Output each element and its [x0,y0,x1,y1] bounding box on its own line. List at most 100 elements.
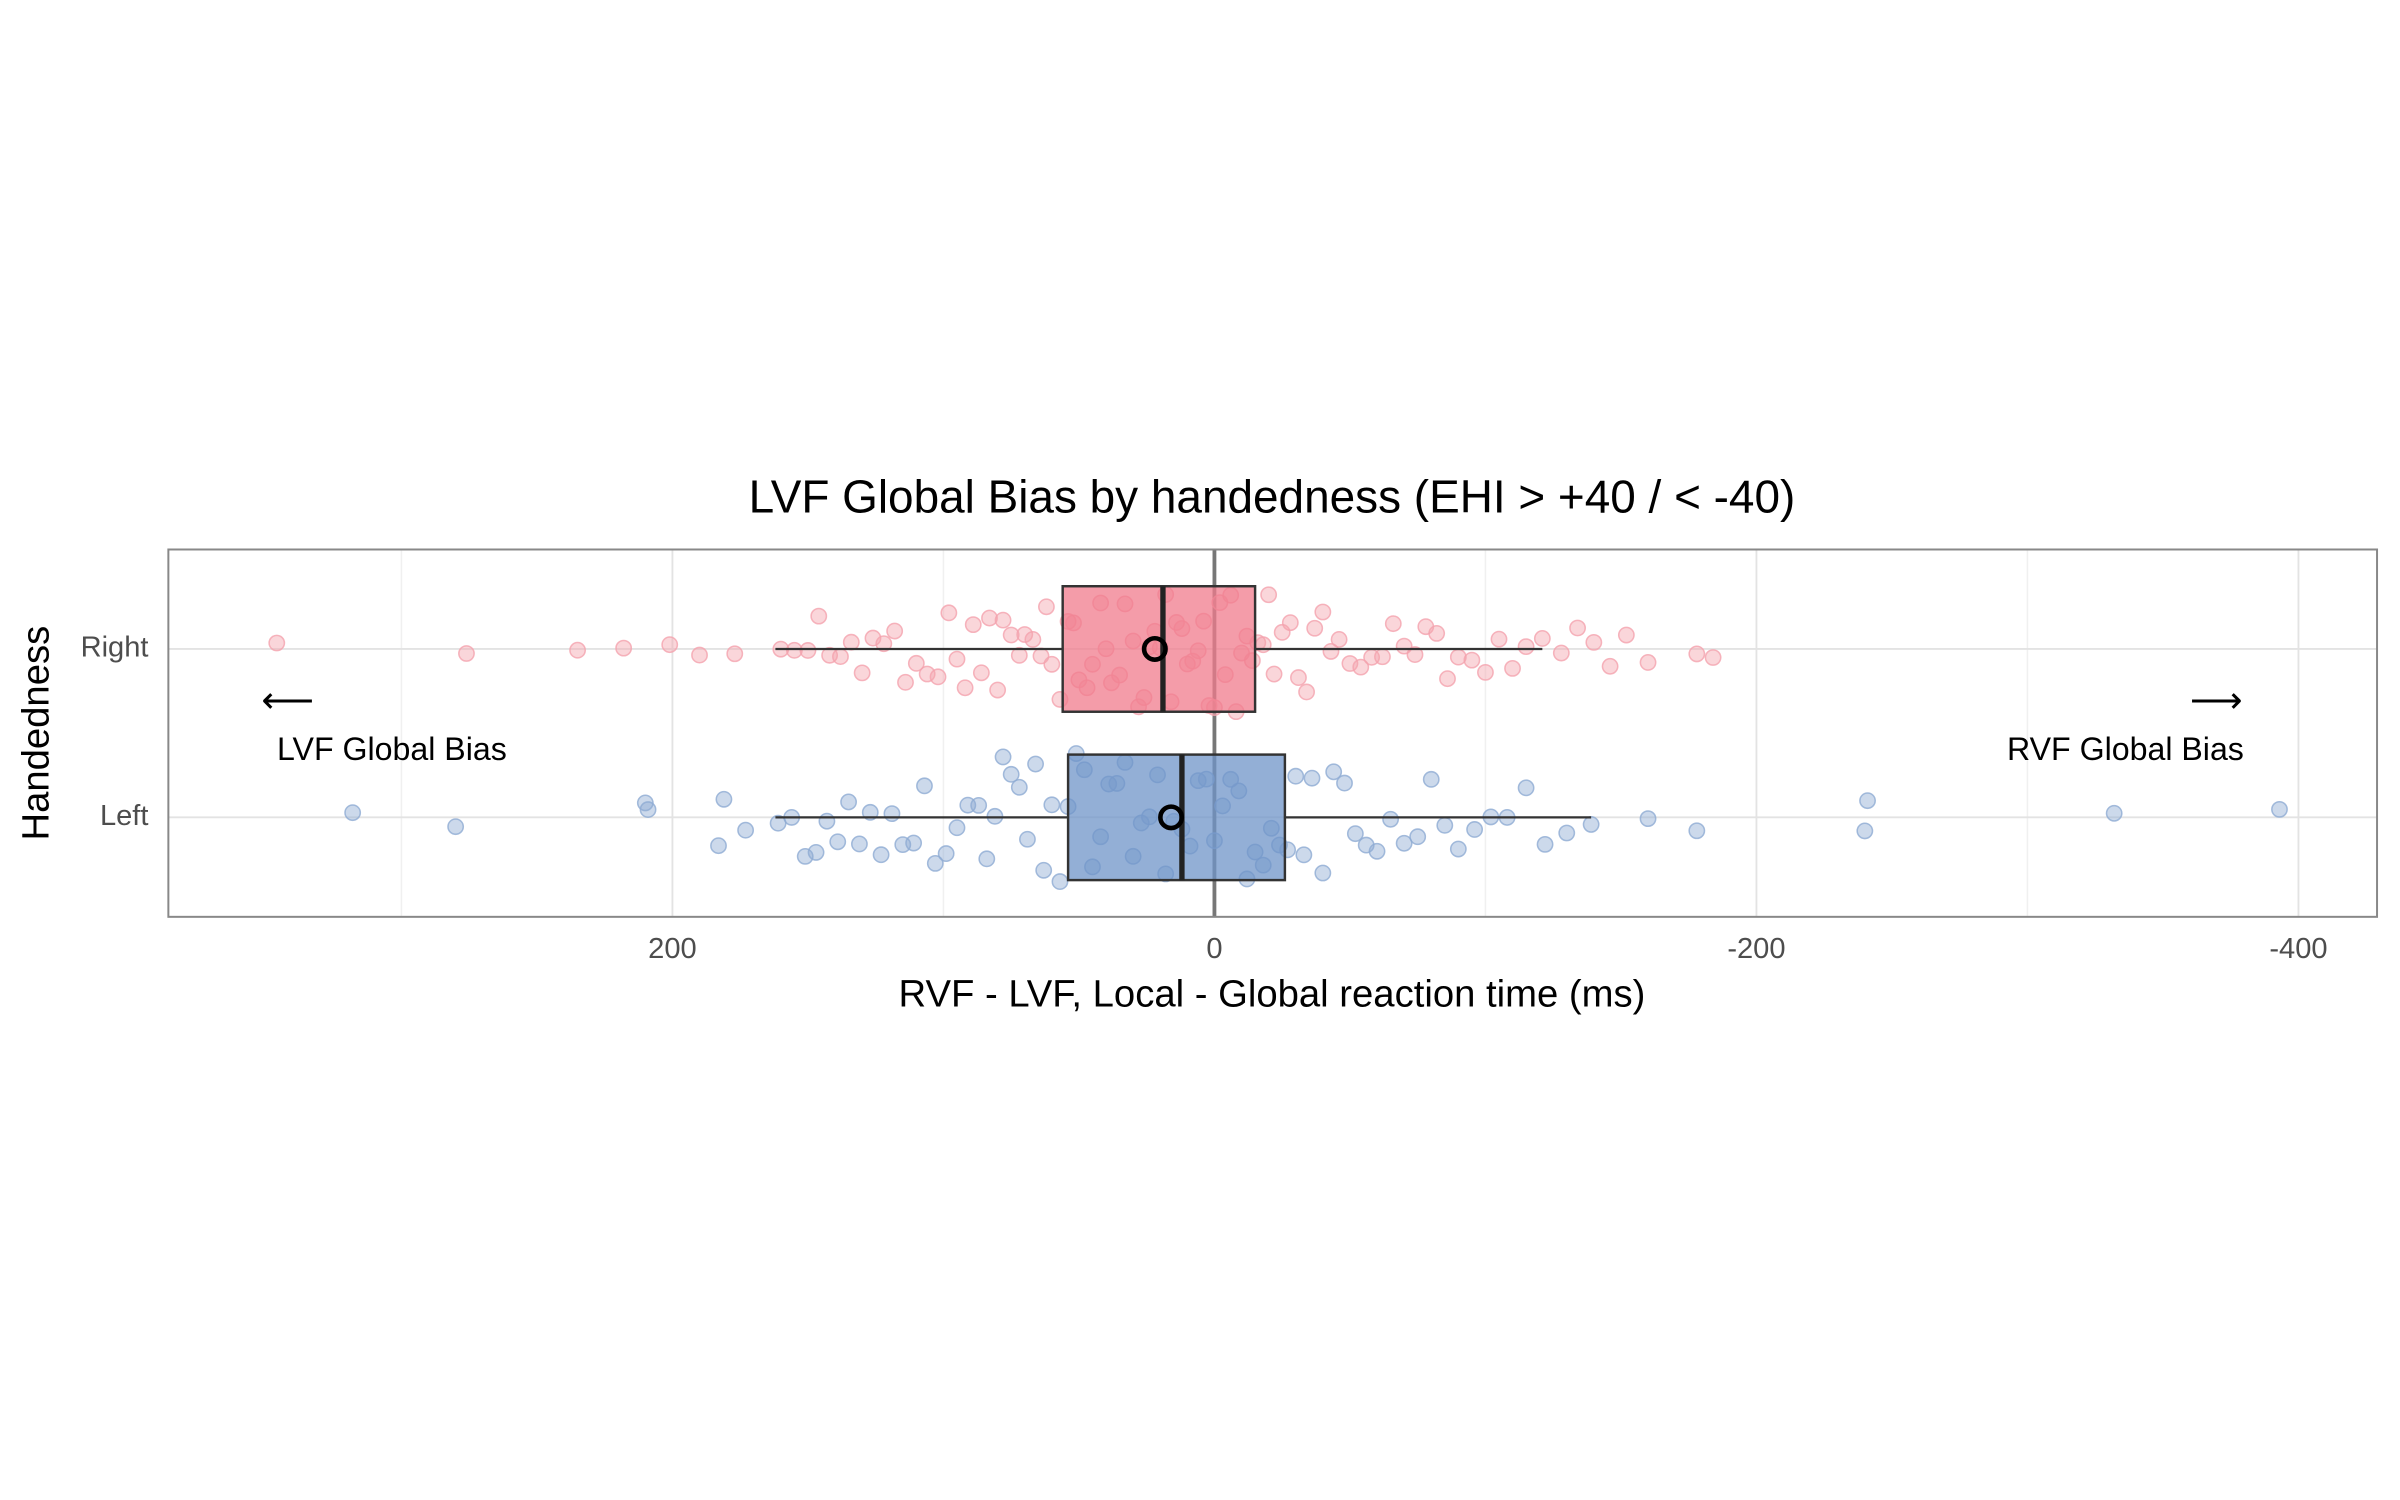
data-point [1517,779,1535,797]
data-point [1558,824,1576,842]
data-point [994,748,1012,766]
data-point [981,609,998,627]
data-point [1585,633,1603,651]
data-point [710,837,727,855]
data-point [1260,586,1278,604]
x-tick-label: -200 [1727,933,1785,965]
data-point [1688,822,1706,840]
data-point [1704,649,1722,666]
data-point [2105,804,2123,822]
data-point [1856,822,1874,840]
data-point [1002,765,1020,783]
data-point [1346,825,1364,843]
x-tick-label: -400 [2269,933,2327,965]
data-point [970,796,988,814]
data-point [447,818,465,836]
data-point [853,664,871,682]
data-point [458,645,475,662]
data-point [907,654,925,672]
panel-border [167,548,2379,918]
data-point [926,854,944,872]
data-point [1043,655,1061,673]
data-point [1601,657,1619,675]
data-point [883,805,901,823]
data-point [1536,835,1554,853]
data-point [818,812,836,830]
data-point [937,845,955,863]
x-tick-label: 200 [648,933,697,965]
data-point [1533,630,1551,647]
data-point [1002,626,1020,644]
data-point [1306,619,1324,637]
data-point [1368,842,1386,860]
data-point [994,611,1012,629]
data-point [948,819,966,837]
data-point [1466,821,1484,838]
box [1066,753,1287,882]
data-point [1449,840,1467,858]
data-point [916,777,933,795]
annotation-arrow: ⟶ [2190,679,2243,720]
annotation: LVF Global Bias [277,731,507,767]
data-point [948,650,966,668]
data-point [691,646,708,664]
data-point [1287,767,1305,785]
data-point [1314,603,1332,621]
mean-point [1141,635,1168,662]
data-point [1016,626,1034,643]
data-point [1384,615,1402,633]
data-point [829,833,847,851]
data-point [1035,861,1053,879]
data-point [1352,658,1370,676]
data-point [615,639,633,657]
data-point [978,850,996,868]
annotation-arrow: ⟵ [261,679,314,720]
data-point [1374,648,1391,666]
data-point [851,835,868,853]
data-point [1027,755,1044,773]
data-point [1859,792,1876,810]
data-point [639,801,657,819]
data-point [569,641,587,659]
y-axis-label: Handedness [14,626,57,841]
data-point [989,681,1007,699]
data-point [1569,619,1587,637]
data-point [344,804,362,822]
data-point [799,642,817,659]
data-point [972,664,990,682]
data-point [1422,770,1440,788]
data-point [1439,670,1456,688]
data-point [897,673,914,691]
data-point [861,803,879,821]
data-point [1290,669,1307,687]
data-point [807,843,825,861]
data-point [1314,864,1332,882]
data-point [1395,834,1413,852]
data-point [842,633,860,651]
data-point [1617,626,1635,644]
data-point [737,821,755,839]
data-point [832,648,849,666]
data-point [840,793,858,811]
data-point [1639,810,1657,828]
plot-area [168,549,2378,917]
data-point [1265,665,1283,683]
data-point [1477,663,1494,681]
data-point [1303,769,1321,787]
box [1061,585,1257,713]
data-point [1409,828,1427,846]
data-point [1325,763,1343,781]
data-point [1552,644,1570,662]
data-point [886,622,904,640]
data-point [1490,630,1508,648]
data-point [1010,778,1028,796]
data-point [1639,654,1657,671]
x-tick-label: 0 [1206,933,1222,965]
data-point [1043,796,1061,814]
data-point [726,645,744,663]
data-point [1517,638,1535,656]
data-point [1037,598,1055,616]
data-point [905,834,923,852]
